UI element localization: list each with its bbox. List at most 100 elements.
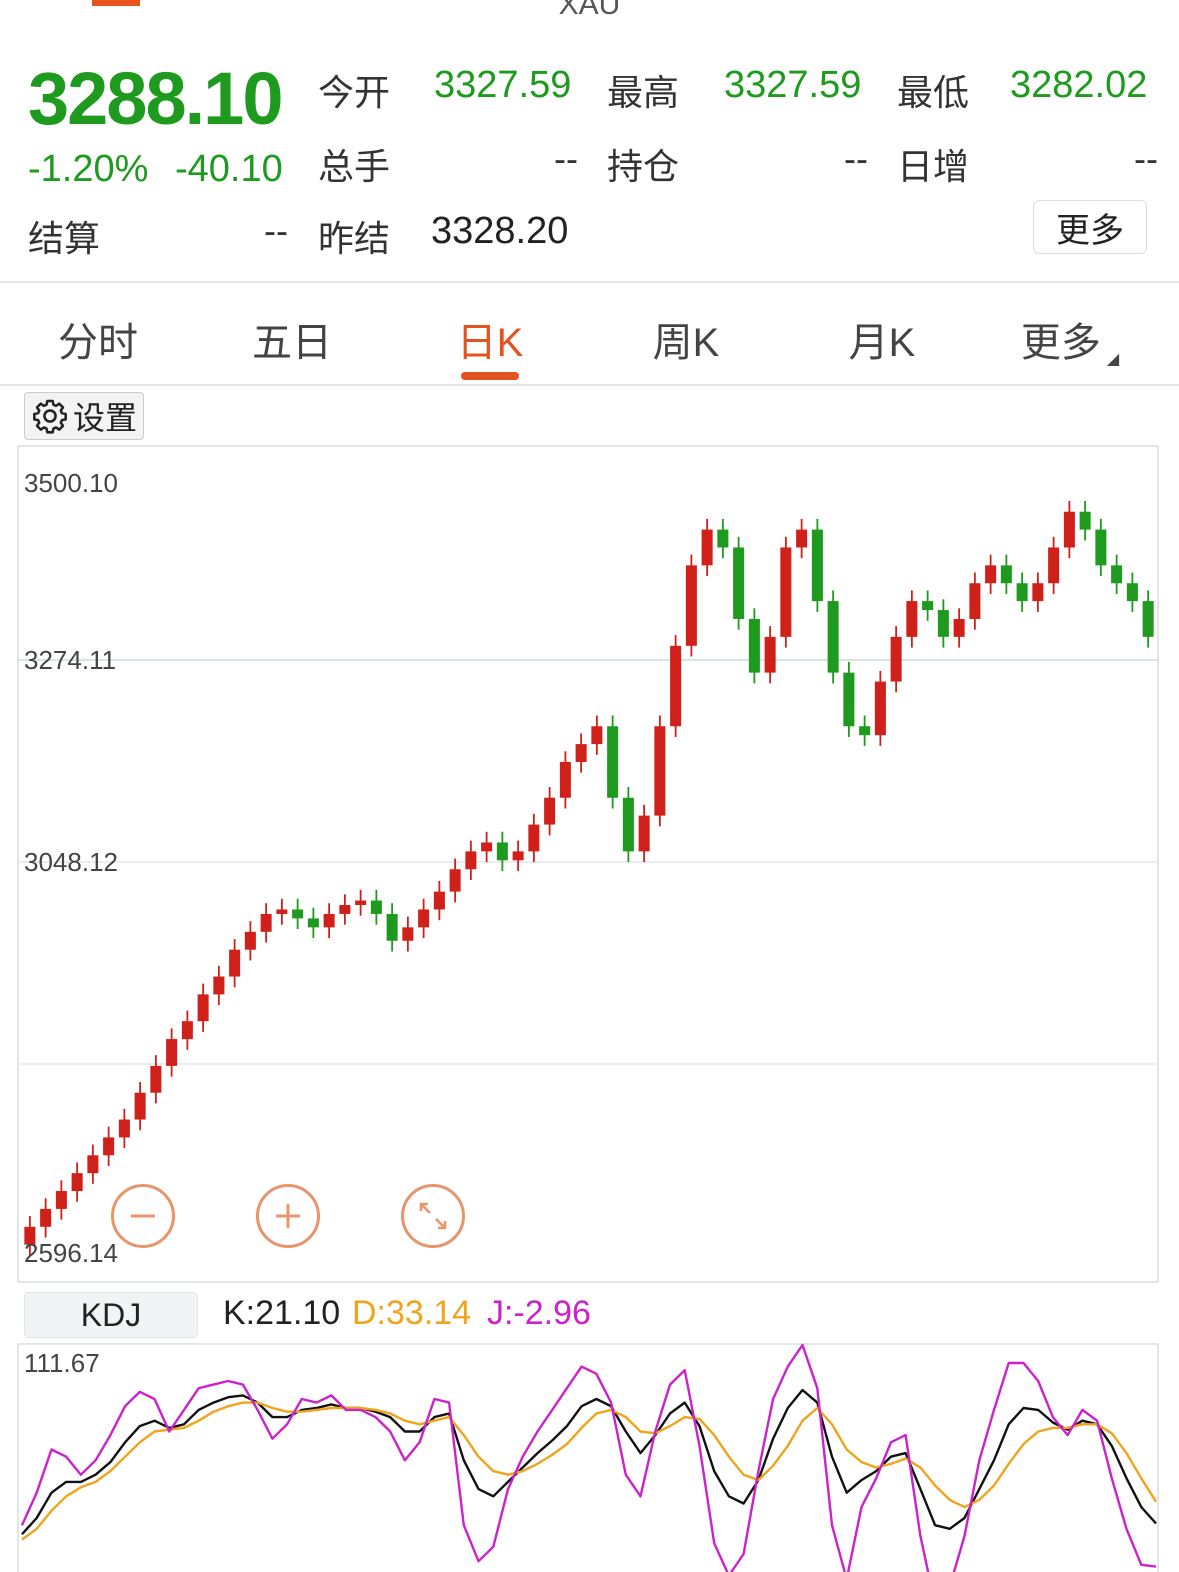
kdj-top-label: 111.67 xyxy=(24,1348,100,1378)
candlestick-chart[interactable]: 3500.10 3274.11 3048.12 2596.14 xyxy=(0,440,1179,1286)
candle-body xyxy=(481,842,493,852)
candle-body xyxy=(1095,529,1107,566)
candle-body xyxy=(307,918,319,928)
divider xyxy=(0,281,1179,283)
candle-body xyxy=(1079,511,1091,530)
candle-body xyxy=(544,797,556,825)
tab-intraday[interactable]: 分时 xyxy=(58,321,138,365)
candle-body xyxy=(103,1137,115,1156)
candle-body xyxy=(827,601,839,673)
settings-button[interactable]: 设置 xyxy=(24,392,144,440)
candle-body xyxy=(355,900,367,906)
candle-body xyxy=(323,913,335,928)
logo-mark xyxy=(92,0,140,6)
daily-increase-value: -- xyxy=(1134,138,1158,179)
more-button[interactable]: 更多 xyxy=(1033,200,1147,254)
low-value: 3282.02 xyxy=(1010,64,1148,106)
candle-body xyxy=(55,1191,67,1209)
tab-more-label: 更多 xyxy=(1020,321,1101,365)
candle-body xyxy=(575,744,587,762)
candle-body xyxy=(260,913,272,932)
y-axis-label: 3048.12 xyxy=(24,847,118,877)
prev-settle-label: 昨结 xyxy=(318,218,391,259)
settings-label: 设置 xyxy=(73,400,138,436)
candle-body xyxy=(622,797,634,852)
candle-body xyxy=(465,851,477,870)
candle-body xyxy=(181,1021,193,1040)
tab-monthly-k[interactable]: 月K xyxy=(848,321,916,365)
y-axis-label: 3500.10 xyxy=(24,468,118,498)
indicator-selector[interactable]: KDJ xyxy=(24,1292,198,1338)
settle-label: 结算 xyxy=(28,218,101,259)
candle-body xyxy=(512,851,524,861)
candle-body xyxy=(1126,583,1138,602)
kdj-line-j xyxy=(20,1343,1157,1572)
candle-body xyxy=(386,913,398,941)
minus-icon xyxy=(131,1214,155,1218)
candle-body xyxy=(748,618,760,673)
candle-body xyxy=(24,1226,36,1245)
open-label: 今开 xyxy=(318,72,391,113)
candle-body xyxy=(654,726,666,816)
symbol-title: XAU xyxy=(558,0,621,21)
candle-body xyxy=(607,726,619,798)
fullscreen-button[interactable] xyxy=(401,1184,465,1248)
candle-body xyxy=(559,761,571,798)
kdj-line-d xyxy=(21,1401,1158,1541)
candle-body xyxy=(229,949,241,977)
candle-body xyxy=(292,909,304,919)
candle-body xyxy=(890,636,902,682)
candle-body xyxy=(449,869,461,892)
candle-body xyxy=(433,891,445,910)
candle-body xyxy=(811,529,823,602)
candle-body xyxy=(985,565,997,584)
zoom-out-button[interactable] xyxy=(111,1184,175,1248)
active-tab-indicator xyxy=(461,372,519,380)
zoom-in-button[interactable] xyxy=(256,1184,320,1248)
candle-body xyxy=(937,610,949,637)
candle-body xyxy=(1142,601,1154,637)
d-value: D:33.14 xyxy=(352,1294,472,1332)
low-label: 最低 xyxy=(897,72,970,113)
expand-icon xyxy=(419,1202,447,1230)
candle-body xyxy=(843,672,855,727)
candle-body xyxy=(71,1173,83,1192)
candle-body xyxy=(213,976,225,995)
divider xyxy=(0,384,1179,386)
candle-body xyxy=(118,1119,130,1138)
candle-body xyxy=(1111,565,1123,584)
tab-more[interactable]: 更多 ◢ xyxy=(990,310,1150,369)
volume-value: -- xyxy=(554,138,578,179)
candle-body xyxy=(591,726,603,745)
candle-body xyxy=(134,1092,146,1120)
candle-body xyxy=(922,601,934,611)
dropdown-icon: ◢ xyxy=(1106,351,1120,368)
candle-body xyxy=(859,726,871,736)
j-value: J:-2.96 xyxy=(487,1294,591,1332)
tab-daily-k[interactable]: 日K xyxy=(456,321,524,365)
tab-weekly-k[interactable]: 周K xyxy=(652,321,720,365)
kdj-line-k xyxy=(21,1388,1157,1536)
candle-body xyxy=(717,529,729,548)
open-interest-value: -- xyxy=(844,138,868,179)
y-axis-label: 2596.14 xyxy=(24,1238,118,1268)
kdj-chart[interactable]: 111.67 xyxy=(0,1340,1179,1572)
candle-body xyxy=(670,645,682,727)
candle-body xyxy=(496,842,508,861)
candle-body xyxy=(87,1155,99,1174)
change-value: -40.10 xyxy=(175,148,283,190)
high-label: 最高 xyxy=(607,72,680,113)
candle-body xyxy=(874,681,886,736)
y-axis-label: 3274.11 xyxy=(24,645,116,675)
open-interest-label: 持仓 xyxy=(607,146,680,187)
candle-body xyxy=(638,815,650,852)
candle-body xyxy=(764,636,776,673)
k-value: K:21.10 xyxy=(223,1294,341,1332)
tab-five-day[interactable]: 五日 xyxy=(252,321,332,365)
candle-body xyxy=(733,547,745,619)
candle-body xyxy=(1000,565,1012,584)
last-price: 3288.10 xyxy=(28,57,283,140)
open-value: 3327.59 xyxy=(434,64,572,106)
settle-value: -- xyxy=(264,210,288,251)
candle-body xyxy=(418,909,430,928)
